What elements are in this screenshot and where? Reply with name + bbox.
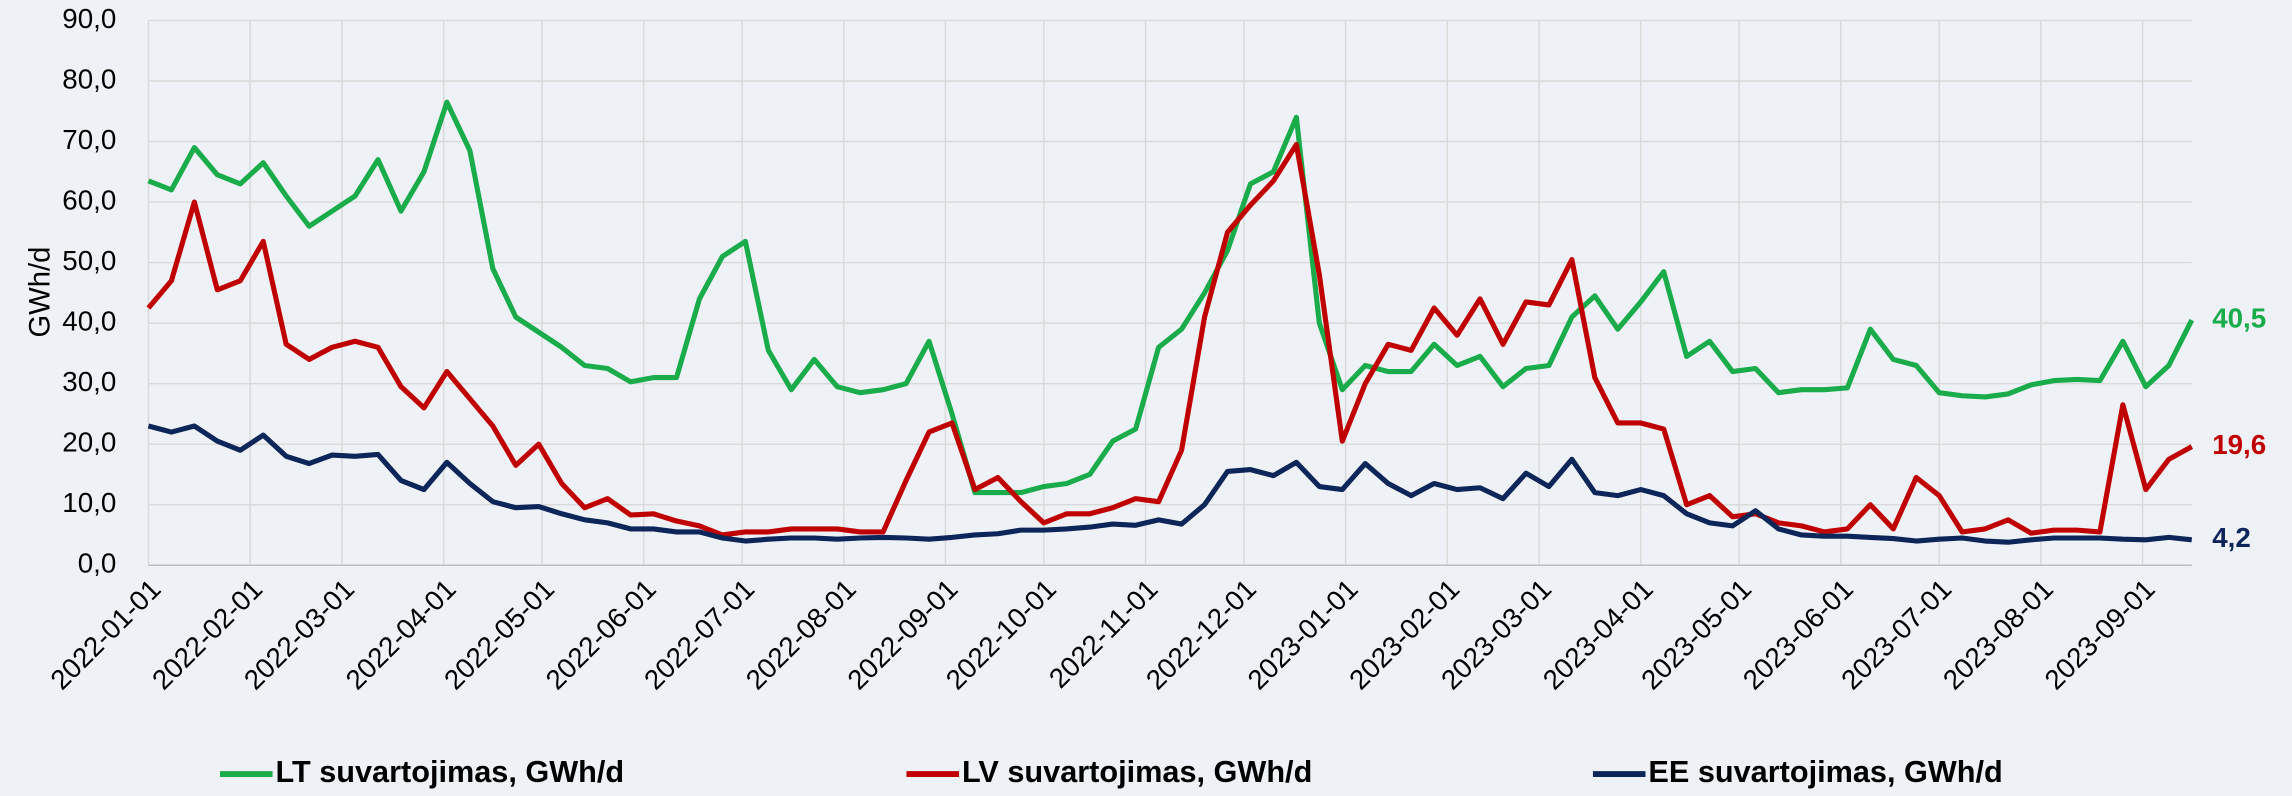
end-label: 19,6 [2212,429,2266,460]
series-line [147,423,2193,545]
y-tick-label: 80,0 [62,63,116,94]
series-line [147,99,2195,496]
end-label: 40,5 [2212,302,2266,333]
series-line [146,141,2193,538]
y-tick-label: 30,0 [62,366,116,397]
legend-label: EE suvartojimas, GWh/d [1648,755,2002,789]
y-tick-label: 10,0 [62,487,116,518]
y-tick-label: 0,0 [78,548,117,579]
y-tick-label: 50,0 [62,245,116,276]
legend-label: LV suvartojimas, GWh/d [962,755,1312,789]
y-tick-label: 40,0 [62,305,116,336]
y-tick-label: 20,0 [62,426,116,457]
y-tick-label: 60,0 [62,184,116,215]
y-axis-label: GWh/d [25,247,57,338]
legend-label: LT suvartojimas, GWh/d [276,755,625,789]
end-label: 4,2 [2212,522,2251,553]
y-tick-label: 70,0 [62,124,116,155]
y-tick-label: 90,0 [62,3,116,34]
